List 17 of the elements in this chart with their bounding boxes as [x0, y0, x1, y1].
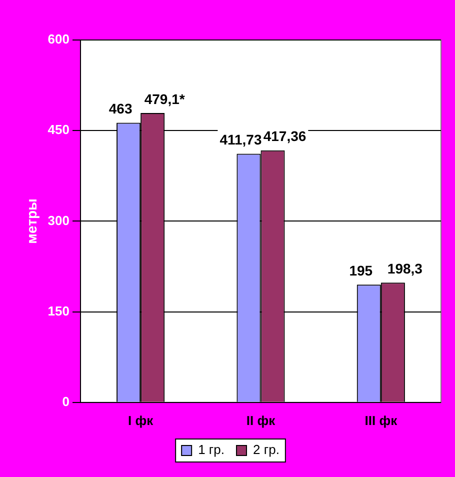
y-tick-label: 600	[48, 32, 70, 47]
y-tick-label: 150	[48, 303, 70, 318]
x-tick-label: I фк	[128, 412, 154, 428]
y-tick-label: 300	[48, 212, 70, 228]
y-tick-label: 450	[48, 122, 70, 138]
legend-label: 2 гр.	[253, 442, 280, 458]
data-label: 195	[349, 262, 373, 278]
x-tick-label: III фк	[364, 412, 398, 428]
data-label: 198,3	[387, 260, 423, 276]
data-label: 411,73	[220, 132, 262, 148]
legend-label: 1 гр.	[198, 442, 225, 458]
data-label: 479,1*	[144, 90, 186, 107]
y-axis-title: метры	[23, 198, 40, 244]
data-label: 417,36	[263, 128, 306, 144]
x-tick-label: II фк	[246, 412, 276, 428]
data-label: 463	[108, 100, 132, 117]
y-tick-label: 0	[62, 394, 70, 409]
